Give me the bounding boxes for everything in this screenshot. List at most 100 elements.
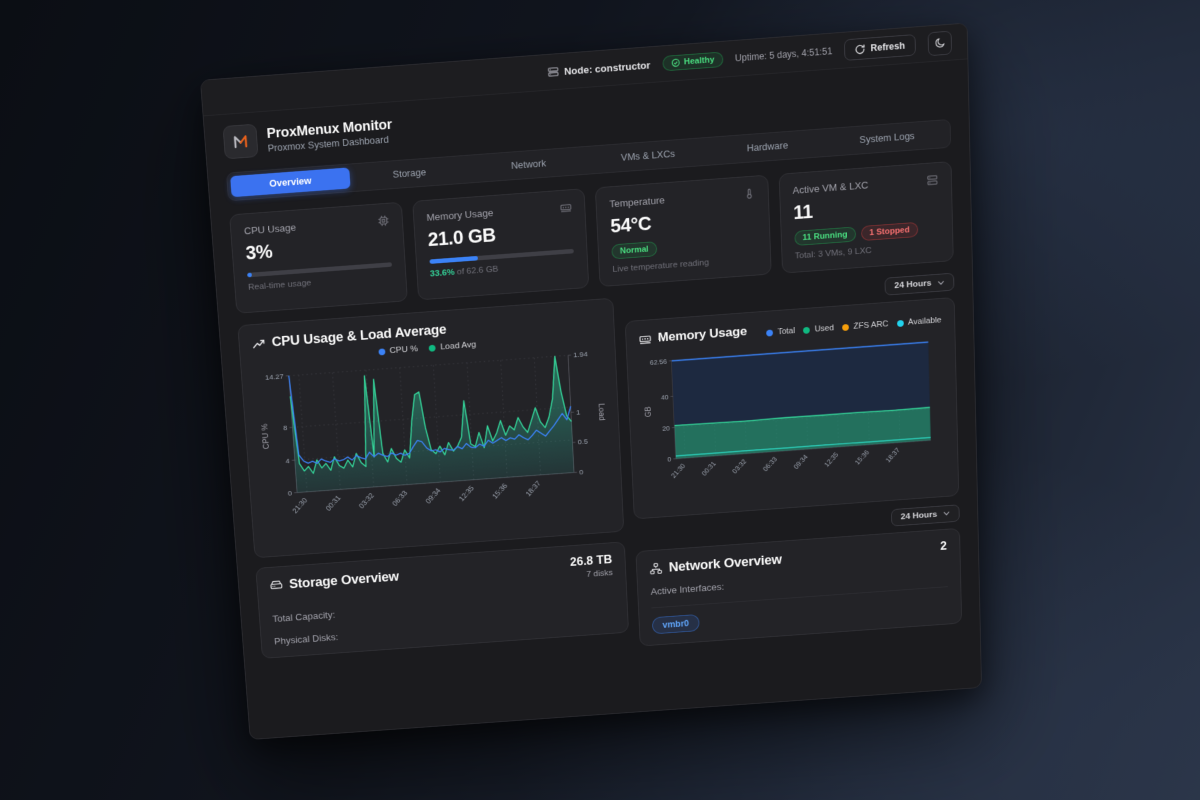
temperature-label: Temperature xyxy=(609,194,665,210)
trend-up-icon xyxy=(252,337,266,350)
proxmenux-logo xyxy=(222,123,259,160)
health-badge: Healthy xyxy=(662,51,724,72)
cpu-chart-svg: 21:30 00:31 03:32 06:33 09:34 12:35 15:36 18:37… xyxy=(260,350,607,515)
left-column: CPU Usage & Load Average CPU % Load Avg 2… xyxy=(237,297,629,659)
moon-icon xyxy=(934,37,945,48)
svg-text:15:36: 15:36 xyxy=(490,482,509,501)
svg-text:18:37: 18:37 xyxy=(885,447,902,464)
svg-text:GB: GB xyxy=(644,406,653,417)
memory-chip-icon xyxy=(639,333,652,346)
network-overview-title: Network Overview xyxy=(649,552,782,576)
legend-dot xyxy=(842,323,850,331)
storage-summary: 26.8 TB 7 disks xyxy=(570,554,613,580)
top-bar: Node: constructor Healthy Uptime: 5 days… xyxy=(200,23,968,117)
interface-badge-vmbr0[interactable]: vmbr0 xyxy=(651,613,700,635)
svg-text:Load: Load xyxy=(597,403,607,421)
memory-progress-fill xyxy=(429,255,478,264)
legend-item: Total xyxy=(766,326,795,337)
network-icon xyxy=(649,562,662,575)
legend-dot xyxy=(428,344,437,352)
active-vm-label: Active VM & LXC xyxy=(792,179,869,197)
svg-text:00:31: 00:31 xyxy=(324,494,343,513)
legend-item: Available xyxy=(896,316,942,328)
memory-usage-value: 21.0 GB xyxy=(427,224,497,251)
legend-item: ZFS ARC xyxy=(842,320,889,332)
cpu-usage-value: 3% xyxy=(244,241,273,265)
svg-text:0: 0 xyxy=(579,468,584,477)
theme-toggle-button[interactable] xyxy=(927,30,952,56)
node-label: Node: constructor xyxy=(563,58,651,77)
time-range-select[interactable]: 24 Hours xyxy=(884,272,955,296)
tab-system-logs[interactable]: System Logs xyxy=(859,130,915,146)
svg-text:1.94: 1.94 xyxy=(573,350,588,360)
svg-text:20: 20 xyxy=(662,425,670,432)
refresh-icon xyxy=(855,44,865,55)
server-icon xyxy=(547,67,559,77)
memory-usage-card: Memory Usage 21.0 GB 33.6% of 62.6 GB xyxy=(411,188,590,301)
svg-text:03:32: 03:32 xyxy=(732,458,749,475)
network-interface-list: vmbr0 xyxy=(651,596,949,635)
vm-stopped-badge: 1 Stopped xyxy=(860,221,919,242)
storage-overview-title: Storage Overview xyxy=(270,569,400,593)
svg-text:21:30: 21:30 xyxy=(290,496,309,515)
svg-text:14.27: 14.27 xyxy=(265,372,284,382)
memory-icon xyxy=(560,201,572,213)
tab-hardware[interactable]: Hardware xyxy=(746,140,789,154)
chevron-down-icon xyxy=(943,511,950,516)
tab-vms-lxcs[interactable]: VMs & LXCs xyxy=(620,148,676,164)
svg-text:06:33: 06:33 xyxy=(762,456,779,473)
refresh-button[interactable]: Refresh xyxy=(844,34,916,61)
svg-text:09:34: 09:34 xyxy=(793,454,810,471)
svg-text:12:35: 12:35 xyxy=(457,484,476,503)
svg-text:CPU %: CPU % xyxy=(260,423,271,450)
logo-m-icon xyxy=(231,132,251,151)
svg-text:0: 0 xyxy=(667,457,671,464)
memory-usage-label: Memory Usage xyxy=(426,207,494,224)
main-content: CPU Usage 3% Real-time usage Memory Usag… xyxy=(211,160,980,691)
storage-disk-count: 7 disks xyxy=(586,568,613,579)
svg-text:09:34: 09:34 xyxy=(424,486,443,505)
cpu-chart-card: CPU Usage & Load Average CPU % Load Avg 2… xyxy=(237,297,625,559)
tab-overview[interactable]: Overview xyxy=(230,167,351,198)
legend-dot xyxy=(803,326,811,334)
vm-running-badge: 11 Running xyxy=(793,226,856,246)
svg-text:06:33: 06:33 xyxy=(390,489,409,508)
svg-text:8: 8 xyxy=(283,424,288,433)
svg-text:0: 0 xyxy=(288,489,293,498)
svg-text:15:36: 15:36 xyxy=(854,449,871,466)
svg-text:62.56: 62.56 xyxy=(650,359,668,367)
tab-network[interactable]: Network xyxy=(510,158,547,172)
tab-storage[interactable]: Storage xyxy=(392,167,427,180)
svg-text:4: 4 xyxy=(285,456,290,465)
memory-chart-svg: 21:30 00:31 03:32 06:33 09:34 12:35 15:36 18:37… xyxy=(644,330,946,480)
active-interfaces-count: 2 xyxy=(940,540,948,553)
svg-text:18:37: 18:37 xyxy=(524,479,543,498)
temperature-value: 54°C xyxy=(609,213,652,238)
storage-total-capacity-value: 26.8 TB xyxy=(569,553,613,569)
right-column: 24 Hours Memory Usage Total Used ZFS ARC xyxy=(624,272,963,647)
legend-dot xyxy=(766,329,774,337)
active-vm-value: 11 xyxy=(793,201,814,224)
thermometer-icon xyxy=(743,188,755,200)
svg-text:12:35: 12:35 xyxy=(824,452,841,469)
node-indicator: Node: constructor xyxy=(547,58,651,78)
servers-icon xyxy=(927,174,939,186)
cpu-icon xyxy=(377,215,389,227)
active-vm-card: Active VM & LXC 11 11 Running 1 Stopped … xyxy=(778,161,954,274)
time-range-select-2[interactable]: 24 Hours xyxy=(890,504,960,527)
dashboard-window-wrap: Node: constructor Healthy Uptime: 5 days… xyxy=(200,22,982,740)
network-overview-card: Network Overview 2 Active Interfaces: vm… xyxy=(635,527,963,647)
temperature-status-badge: Normal xyxy=(611,241,658,260)
uptime-label: Uptime: 5 days, 4:51:51 xyxy=(734,45,833,64)
legend-dot xyxy=(378,348,386,356)
check-circle-icon xyxy=(670,58,679,67)
cpu-usage-label: CPU Usage xyxy=(243,221,297,237)
svg-text:03:32: 03:32 xyxy=(357,491,376,510)
temperature-card: Temperature 54°C Normal Live temperature… xyxy=(594,174,772,287)
dashboard-grid: CPU Usage & Load Average CPU % Load Avg 2… xyxy=(237,272,963,674)
svg-text:40: 40 xyxy=(661,394,669,401)
cpu-usage-card: CPU Usage 3% Real-time usage xyxy=(229,201,408,314)
svg-text:1: 1 xyxy=(576,408,581,417)
memory-chart-title: Memory Usage xyxy=(639,324,747,347)
dashboard-window: Node: constructor Healthy Uptime: 5 days… xyxy=(200,22,982,740)
